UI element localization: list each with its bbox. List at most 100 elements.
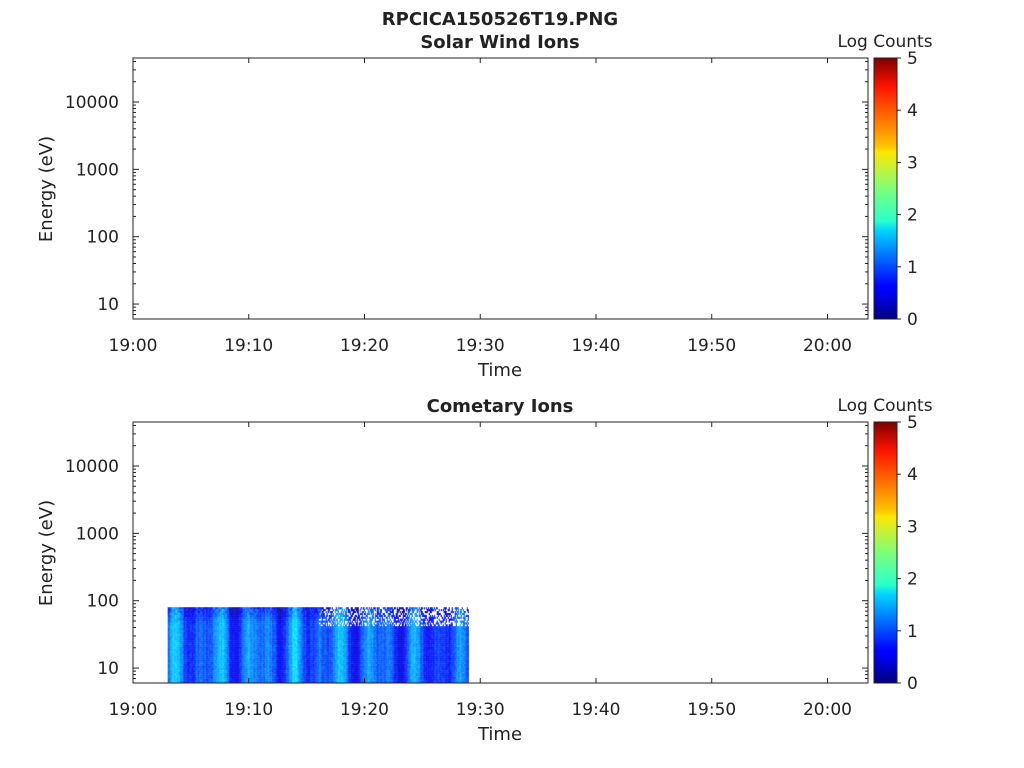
spectrogram-cell [231,633,233,636]
spectrogram-cell [255,620,257,623]
spectrogram-cell [276,667,278,671]
spectrogram-cell [233,626,235,629]
spectrogram-cell [224,631,226,635]
spectrogram-cell [172,650,174,653]
spectrogram-cell [259,641,261,644]
spectrogram-cell [189,614,191,617]
spectrogram-cell [237,607,239,610]
spectrogram-cell [213,667,215,671]
spectrogram-cell [178,667,180,671]
spectrogram-cell [204,679,206,682]
spectrogram-cell [232,650,234,653]
spectrogram-cell [169,665,171,669]
spectrogram-cell [277,628,279,631]
spectrogram-cell [249,628,251,631]
spectrogram-cell [255,641,257,644]
spectrogram-cell [277,648,279,652]
spectrogram-cell [195,660,197,663]
spectrogram-cell [276,611,278,614]
spectrogram-cell [287,635,289,638]
spectrogram-cell [192,622,194,625]
spectrogram-cell [277,643,279,646]
spectrogram-cell [263,637,265,640]
spectrogram-cell [207,622,209,625]
spectrogram-cell [253,656,255,659]
spectrogram-cell [268,626,270,629]
spectrogram-cell [171,609,173,612]
spectrogram-cell [267,624,269,627]
spectrogram-cell [174,637,176,640]
spectrogram-cell [172,614,174,617]
spectrogram-cell [282,633,284,636]
spectrogram-cell [214,671,216,674]
spectrogram-cell [204,641,206,644]
spectrogram-cell [248,645,250,648]
spectrogram-cell [235,622,237,625]
spectrogram-cell [194,626,196,629]
spectrogram-cell [282,677,284,680]
spectrogram-cell [280,647,282,650]
spectrogram-cell [266,631,268,635]
spectrogram-cell [265,679,267,682]
spectrogram-cell [203,635,205,638]
spectrogram-cell [262,643,264,646]
spectrogram-cell [261,652,263,655]
spectrogram-cell [239,665,241,669]
spectrogram-cell [171,620,173,623]
spectrogram-cell [203,658,205,661]
spectrogram-cell [172,677,174,680]
spectrogram-cell [203,616,205,619]
spectrogram-cell [196,628,198,631]
spectrogram-cell [192,635,194,638]
spectrogram-cell [233,658,235,661]
spectrogram-cell [283,669,285,672]
spectrogram-cell [168,667,170,671]
spectrogram-cell [256,669,258,672]
spectrogram-cell [245,645,247,648]
spectrogram-cell [221,671,223,674]
spectrogram-cell [249,614,251,617]
spectrogram-cell [204,618,206,621]
spectrogram-cell [273,664,275,667]
spectrogram-cell [200,643,202,646]
spectrogram-cell [235,637,237,640]
spectrogram-cell [201,658,203,661]
spectrogram-cell [244,639,246,642]
spectrogram-cell [215,633,217,636]
spectrogram-cell [242,641,244,644]
spectrogram-cell [264,626,266,629]
spectrogram-cell [217,616,219,619]
spectrogram-cell [238,677,240,680]
spectrogram-cell [282,622,284,625]
spectrogram-cell [284,614,286,617]
spectrogram-cell [211,639,213,642]
spectrogram-cell [174,673,176,676]
spectrogram-cell [268,614,270,617]
spectrogram-cell [280,624,282,627]
spectrogram-cell [244,681,246,684]
spectrogram-cell [176,662,178,665]
spectrogram-cell [198,626,200,629]
spectrogram-cell [171,673,173,676]
spectrogram-cell [197,612,199,616]
spectrogram-cell [255,652,257,655]
spectrogram-cell [260,650,262,653]
spectrogram-cell [217,667,219,671]
spectrogram-cell [237,612,239,616]
spectrogram-cell [265,626,267,629]
spectrogram-cell [260,609,262,612]
spectrogram-cell [277,609,279,612]
spectrogram-cell [247,628,249,631]
spectrogram-cell [232,645,234,648]
spectrogram-cell [193,673,195,676]
spectrogram-cell [223,647,225,650]
spectrogram-cell [216,660,218,663]
spectrogram-cell [187,614,189,617]
spectrogram-cell [247,643,249,646]
spectrogram-cell [186,633,188,636]
spectrogram-cell [278,635,280,638]
spectrogram-cell [213,658,215,661]
spectrogram-cell [278,607,280,610]
spectrogram-cell [211,669,213,672]
spectrogram-cell [260,641,262,644]
